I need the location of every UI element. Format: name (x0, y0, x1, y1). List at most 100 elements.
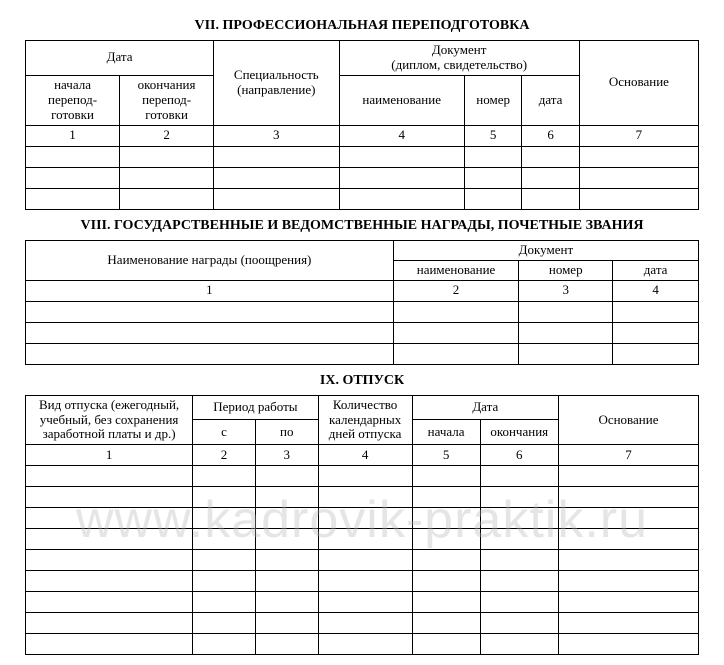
empty-cell (393, 343, 518, 364)
empty-cell (318, 508, 412, 529)
empty-cell (193, 571, 256, 592)
empty-cell (26, 146, 120, 167)
col-num: 2 (120, 125, 214, 146)
empty-cell (193, 529, 256, 550)
s8-award-name: Наименование награды (поощрения) (26, 240, 394, 280)
empty-cell (558, 529, 698, 550)
empty-cell (412, 508, 480, 529)
empty-cell (412, 571, 480, 592)
empty-cell (318, 550, 412, 571)
empty-cell (120, 188, 214, 209)
col-num: 5 (412, 445, 480, 466)
col-num: 3 (519, 280, 613, 301)
empty-cell (558, 634, 698, 655)
s7-doc-label: Документ (432, 42, 486, 57)
s7-document-header: Документ (диплом, свидетельство) (339, 41, 579, 76)
col-num: 1 (26, 445, 193, 466)
empty-cell (480, 550, 558, 571)
empty-cell (480, 592, 558, 613)
empty-cell (579, 188, 698, 209)
empty-cell (464, 167, 521, 188)
col-num: 4 (339, 125, 464, 146)
empty-cell (558, 487, 698, 508)
empty-cell (412, 487, 480, 508)
s9-date: Дата (412, 395, 558, 420)
empty-cell (120, 146, 214, 167)
empty-cell (480, 634, 558, 655)
empty-cell (255, 466, 318, 487)
empty-cell (412, 592, 480, 613)
empty-cell (393, 301, 518, 322)
s9-leave-type: Вид отпуска (ежегодный, учебный, без сох… (26, 395, 193, 445)
col-num: 1 (26, 280, 394, 301)
empty-cell (558, 571, 698, 592)
empty-cell (26, 343, 394, 364)
empty-cell (464, 188, 521, 209)
empty-cell (26, 550, 193, 571)
empty-cell (26, 301, 394, 322)
empty-cell (558, 613, 698, 634)
empty-cell (26, 487, 193, 508)
empty-cell (318, 487, 412, 508)
empty-cell (519, 343, 613, 364)
s9-period: Период работы (193, 395, 318, 420)
empty-cell (522, 167, 579, 188)
s9-basis: Основание (558, 395, 698, 445)
empty-cell (339, 146, 464, 167)
empty-cell (519, 322, 613, 343)
empty-cell (193, 508, 256, 529)
s9-date-end: окончания (480, 420, 558, 445)
s7-date-start: начала перепод-готовки (26, 75, 120, 125)
s9-date-start: начала (412, 420, 480, 445)
empty-cell (255, 613, 318, 634)
empty-cell (579, 146, 698, 167)
col-num: 2 (193, 445, 256, 466)
section7-table: Дата Специальность (направление) Докумен… (25, 40, 699, 210)
s7-date-header: Дата (26, 41, 214, 76)
s9-days: Количество календарных дней отпуска (318, 395, 412, 445)
section9-title: IX. ОТПУСК (25, 373, 699, 389)
empty-cell (558, 508, 698, 529)
empty-cell (214, 188, 339, 209)
empty-cell (558, 592, 698, 613)
empty-cell (412, 634, 480, 655)
empty-cell (480, 508, 558, 529)
empty-cell (480, 487, 558, 508)
empty-cell (26, 571, 193, 592)
empty-cell (339, 188, 464, 209)
empty-cell (579, 167, 698, 188)
empty-cell (193, 613, 256, 634)
empty-cell (255, 550, 318, 571)
col-num: 7 (579, 125, 698, 146)
col-num: 6 (480, 445, 558, 466)
section8-table: Наименование награды (поощрения) Докумен… (25, 240, 699, 365)
empty-cell (26, 188, 120, 209)
empty-cell (519, 301, 613, 322)
section7-title: VII. ПРОФЕССИОНАЛЬНАЯ ПЕРЕПОДГОТОВКА (25, 18, 699, 34)
empty-cell (255, 487, 318, 508)
empty-cell (613, 343, 699, 364)
col-num: 1 (26, 125, 120, 146)
empty-cell (613, 301, 699, 322)
s8-document: Документ (393, 240, 698, 260)
s7-doc-date: дата (522, 75, 579, 125)
empty-cell (480, 529, 558, 550)
empty-cell (193, 487, 256, 508)
empty-cell (522, 146, 579, 167)
empty-cell (26, 634, 193, 655)
empty-cell (26, 466, 193, 487)
empty-cell (26, 613, 193, 634)
s7-date-end: окончания перепод-готовки (120, 75, 214, 125)
empty-cell (26, 167, 120, 188)
empty-cell (318, 529, 412, 550)
empty-cell (412, 529, 480, 550)
s7-doc-name: наименование (339, 75, 464, 125)
empty-cell (613, 322, 699, 343)
s7-specialty-header: Специальность (направление) (214, 41, 339, 126)
s7-basis-header: Основание (579, 41, 698, 126)
col-num: 4 (318, 445, 412, 466)
empty-cell (318, 571, 412, 592)
section9-table: Вид отпуска (ежегодный, учебный, без сох… (25, 395, 699, 656)
empty-cell (193, 550, 256, 571)
s8-doc-name: наименование (393, 260, 518, 280)
